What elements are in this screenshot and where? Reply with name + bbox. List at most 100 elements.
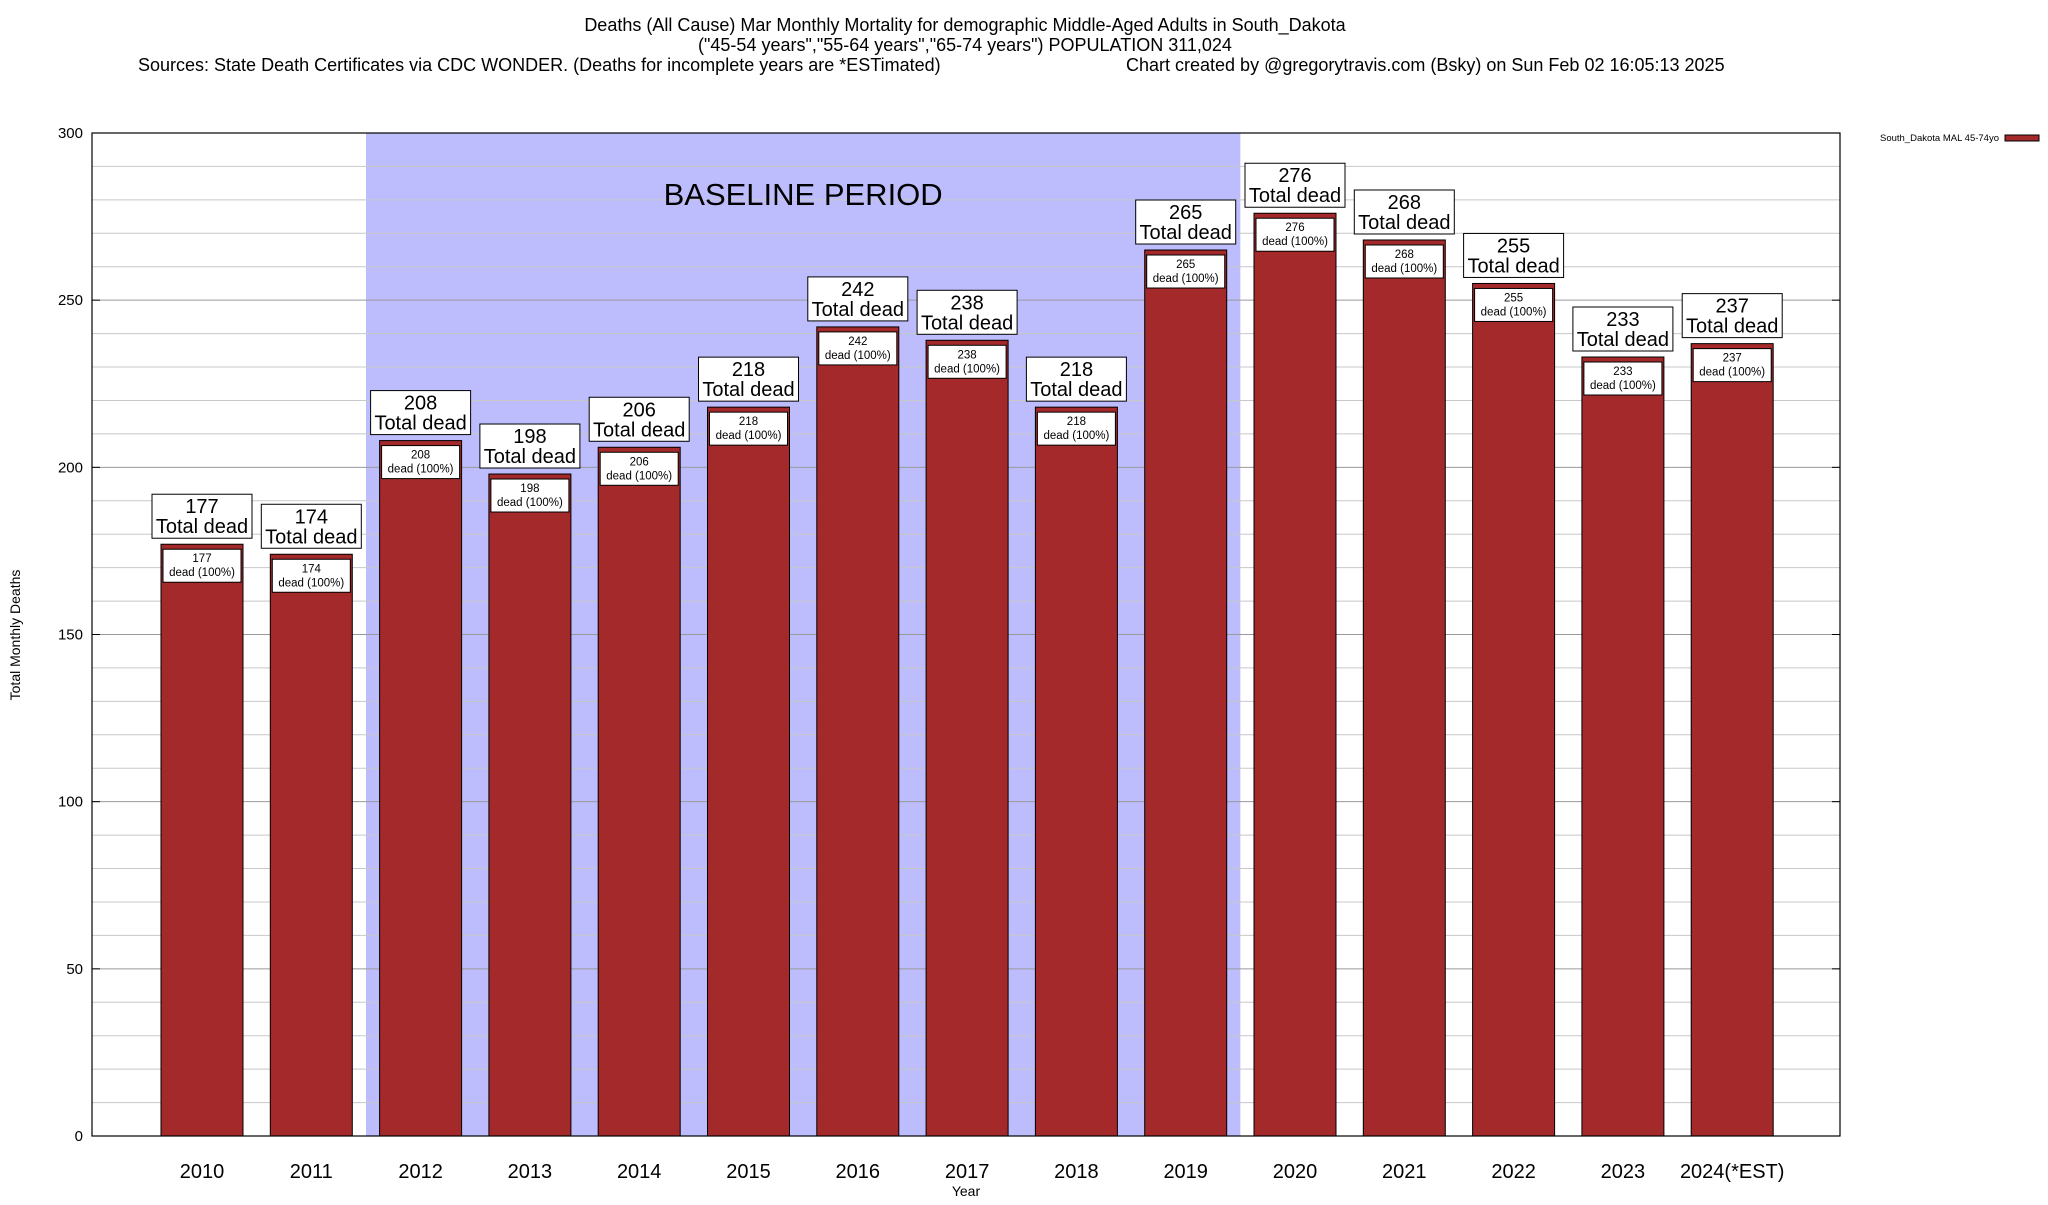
x-tick-label: 2024(*EST) bbox=[1680, 1161, 1785, 1183]
chart-sources-text: Sources: State Death Certificates via CD… bbox=[138, 55, 941, 75]
bar-total-label-box bbox=[1463, 232, 1565, 278]
bar-inner-value-label: 233 bbox=[1613, 366, 1632, 378]
bar-2022 bbox=[1472, 282, 1556, 1137]
bar-inner-value-label: 237 bbox=[1723, 353, 1742, 365]
x-tick-label: 2020 bbox=[1273, 1161, 1318, 1183]
bar-total-text-label: Total dead bbox=[1140, 222, 1232, 244]
x-tick-label: 2017 bbox=[945, 1161, 990, 1183]
bar-total-label-box bbox=[916, 289, 1018, 335]
bar-inner-label-box bbox=[927, 344, 1007, 379]
y-tick-label: 100 bbox=[58, 794, 83, 811]
bar-inner-pct-label: dead (100%) bbox=[1043, 430, 1109, 442]
x-tick-label: 2012 bbox=[398, 1161, 443, 1183]
chart-credit-text: Chart created by @gregorytravis.com (Bsk… bbox=[1126, 55, 1725, 75]
bar-inner-pct-label: dead (100%) bbox=[934, 363, 1000, 375]
bar-inner-pct-label: dead (100%) bbox=[1153, 273, 1219, 285]
bar-total-value-label: 218 bbox=[1060, 359, 1093, 381]
bar-total-label-box bbox=[1353, 189, 1455, 235]
bar-inner-pct-label: dead (100%) bbox=[278, 577, 344, 589]
bar-total-text-label: Total dead bbox=[702, 379, 794, 401]
bar-inner-label-box bbox=[1692, 348, 1772, 383]
bar-inner-value-label: 265 bbox=[1176, 259, 1195, 271]
legend: South_Dakota MAL 45-74yo bbox=[1880, 133, 2040, 144]
x-tick-label: 2015 bbox=[726, 1161, 771, 1183]
bar-inner-label-box bbox=[1474, 287, 1554, 322]
bar-inner-pct-label: dead (100%) bbox=[169, 567, 235, 579]
bar-inner-label-box bbox=[818, 331, 898, 366]
bar-inner-label-box bbox=[271, 558, 351, 593]
bar-inner-value-label: 276 bbox=[1285, 222, 1304, 234]
y-tick-label: 50 bbox=[66, 961, 83, 978]
bar-total-value-label: 174 bbox=[295, 506, 328, 528]
bar-inner-value-label: 198 bbox=[520, 483, 539, 495]
bar-inner-value-label: 218 bbox=[1067, 416, 1086, 428]
bar-total-text-label: Total dead bbox=[484, 446, 576, 468]
y-axis-label: Total Monthly Deaths bbox=[7, 570, 23, 701]
bar-2023 bbox=[1581, 356, 1665, 1137]
bar-total-text-label: Total dead bbox=[265, 526, 357, 548]
bar-inner-label-box bbox=[709, 411, 788, 446]
bar-2010 bbox=[160, 543, 244, 1137]
bar-total-value-label: 242 bbox=[841, 279, 874, 301]
bar-total-text-label: Total dead bbox=[1686, 316, 1778, 338]
bar-inner-value-label: 218 bbox=[739, 416, 758, 428]
legend-swatch bbox=[2004, 134, 2040, 142]
bar-total-value-label: 177 bbox=[185, 496, 218, 518]
bar-inner-pct-label: dead (100%) bbox=[1262, 236, 1328, 248]
bar-2021 bbox=[1362, 239, 1446, 1137]
bar-total-text-label: Total dead bbox=[921, 312, 1013, 334]
x-axis-label: Year bbox=[952, 1183, 981, 1199]
bar-total-label-box bbox=[1572, 306, 1674, 352]
y-tick-label: 150 bbox=[58, 627, 83, 644]
axes-layer bbox=[91, 132, 1841, 1137]
bar-total-label-box bbox=[698, 356, 799, 402]
chart-title-line-2: ("45-54 years","55-64 years","65-74 year… bbox=[698, 35, 1232, 55]
bar-total-value-label: 198 bbox=[513, 426, 546, 448]
bar-total-value-label: 208 bbox=[404, 393, 437, 415]
bar-inner-label-box bbox=[599, 451, 679, 486]
bar-total-value-label: 238 bbox=[950, 292, 983, 314]
bar-2019 bbox=[1144, 249, 1228, 1137]
x-tick-label: 2018 bbox=[1054, 1161, 1099, 1183]
bar-2016 bbox=[816, 326, 900, 1137]
bar-inner-value-label: 242 bbox=[848, 336, 867, 348]
x-tick-label: 2019 bbox=[1163, 1161, 1208, 1183]
bar-total-text-label: Total dead bbox=[812, 299, 904, 321]
bar-total-value-label: 237 bbox=[1716, 296, 1749, 318]
bar-2012 bbox=[379, 440, 463, 1137]
bar-inner-label-box bbox=[381, 445, 461, 480]
bar-inner-value-label: 206 bbox=[630, 456, 649, 468]
bar-total-value-label: 206 bbox=[623, 399, 656, 421]
bar-total-value-label: 276 bbox=[1278, 165, 1311, 187]
bar-2024(*EST) bbox=[1690, 343, 1774, 1137]
legend-label: South_Dakota MAL 45-74yo bbox=[1880, 133, 1999, 144]
bar-2011 bbox=[269, 553, 353, 1137]
bar-inner-pct-label: dead (100%) bbox=[1371, 263, 1437, 275]
bar-total-label-box bbox=[1244, 162, 1346, 208]
bar-inner-pct-label: dead (100%) bbox=[606, 470, 672, 482]
bar-inner-pct-label: dead (100%) bbox=[388, 464, 454, 476]
bar-total-text-label: Total dead bbox=[1030, 379, 1122, 401]
bar-total-label-box bbox=[588, 396, 690, 442]
x-tick-label: 2023 bbox=[1601, 1161, 1646, 1183]
bar-inner-value-label: 174 bbox=[302, 563, 322, 575]
bar-inner-value-label: 255 bbox=[1504, 292, 1523, 304]
bar-inner-label-box bbox=[1583, 361, 1663, 396]
bar-inner-value-label: 238 bbox=[958, 349, 977, 361]
bar-inner-label-box bbox=[1255, 217, 1335, 252]
bar-total-label-box bbox=[1681, 293, 1783, 339]
bar-inner-label-box bbox=[1146, 254, 1226, 289]
x-tick-label: 2022 bbox=[1491, 1161, 1536, 1183]
bar-inner-pct-label: dead (100%) bbox=[1590, 380, 1656, 392]
bar-inner-pct-label: dead (100%) bbox=[1699, 367, 1765, 379]
bar-total-label-box bbox=[479, 423, 581, 469]
bar-total-label-box bbox=[807, 276, 909, 322]
bar-inner-pct-label: dead (100%) bbox=[1481, 306, 1547, 318]
bar-inner-value-label: 268 bbox=[1395, 249, 1414, 261]
bar-total-text-label: Total dead bbox=[593, 419, 685, 441]
bar-2014 bbox=[597, 446, 681, 1137]
bars-layer bbox=[151, 162, 1783, 1137]
text-layer: Deaths (All Cause) Mar Monthly Mortality… bbox=[7, 15, 1784, 1199]
